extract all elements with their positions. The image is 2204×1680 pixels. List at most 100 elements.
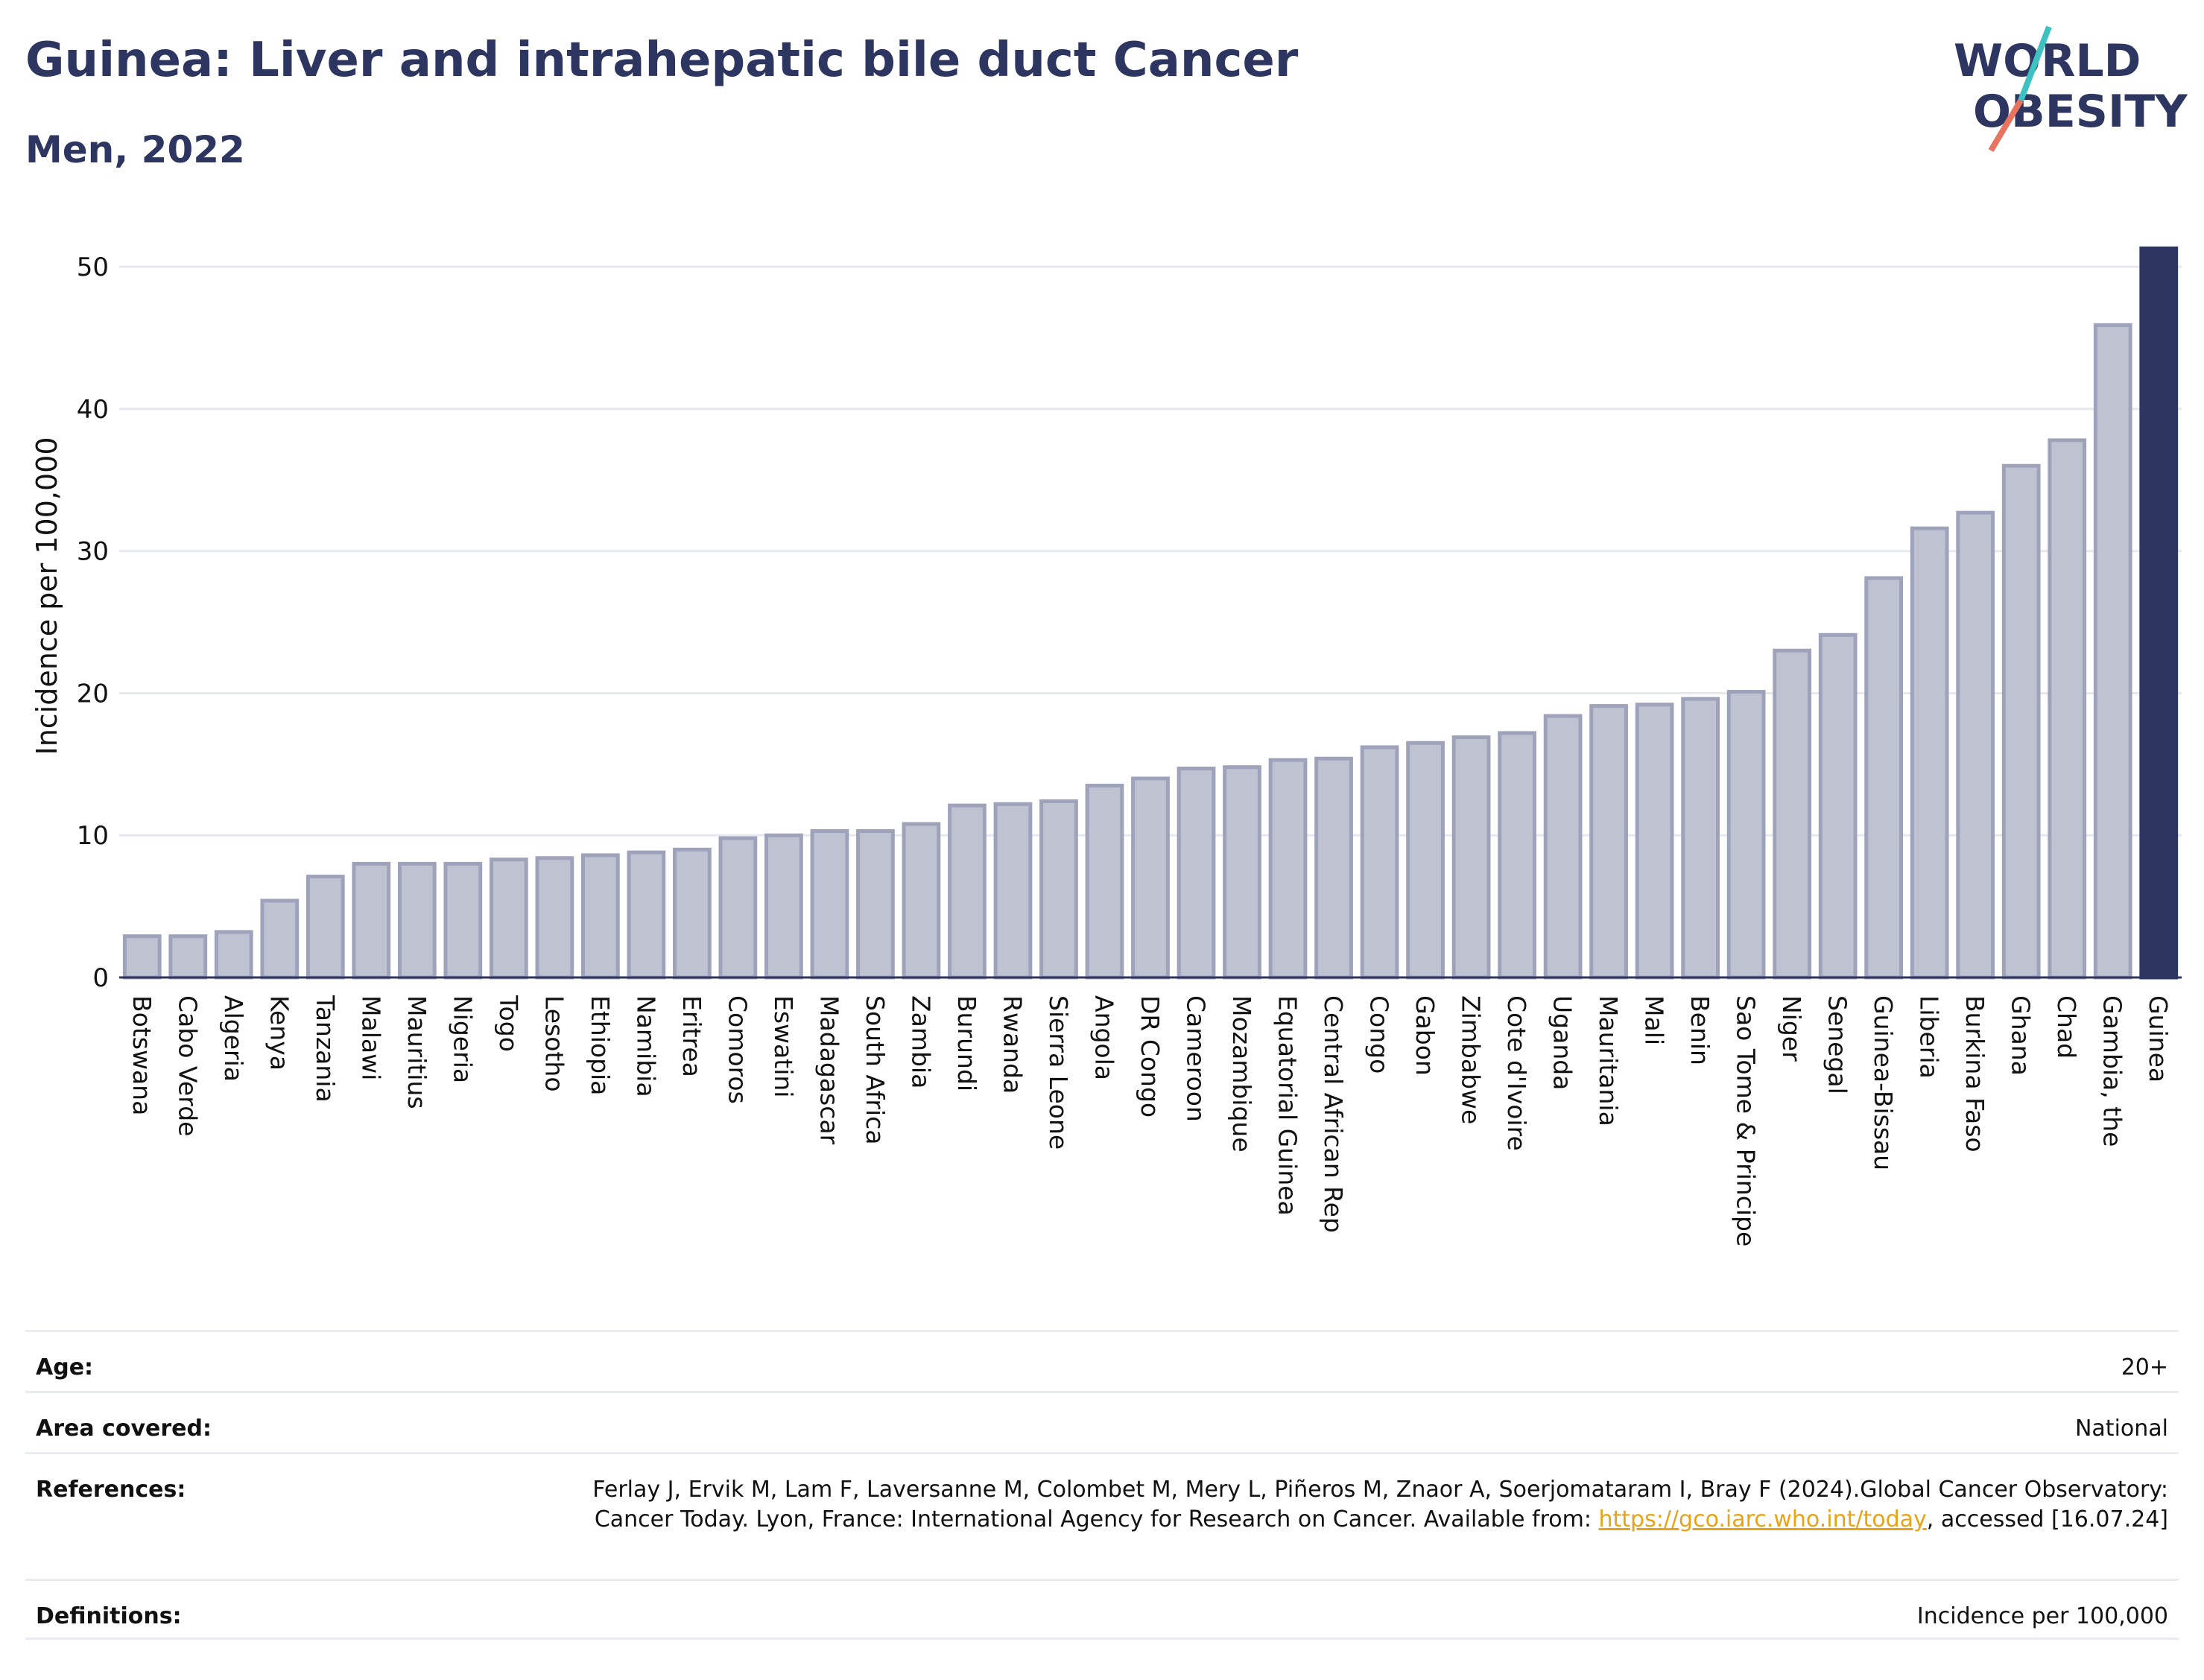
logo-line2: OBESITY (1973, 86, 2188, 138)
x-tick-label: Mauritius (402, 995, 431, 1109)
x-tick-label: Ethiopia (586, 995, 615, 1095)
bar (168, 934, 208, 980)
bar (627, 850, 666, 980)
references-accessed: , accessed [16.07.24] (1926, 1506, 2168, 1532)
bar (1314, 756, 1353, 980)
bar (764, 833, 803, 980)
y-tick-label: 50 (77, 253, 109, 282)
bar (214, 930, 253, 980)
x-tick-label: Lesotho (539, 995, 569, 1092)
x-tick-label: Cote d'Ivoire (1502, 995, 1531, 1151)
references-link[interactable]: https://gco.iarc.who.int/today (1598, 1506, 1927, 1532)
bar (718, 836, 758, 980)
references-value: Ferlay J, Ervik M, Lam F, Laversanne M, … (36, 1475, 2168, 1535)
bar (1818, 633, 1858, 980)
x-tick-label: Comoros (723, 995, 752, 1104)
x-tick-label: Guinea-Bissau (1869, 995, 1898, 1170)
bar (580, 853, 620, 980)
bar (1773, 648, 1812, 980)
x-axis-labels: Botswana Cabo Verde Algeria Kenya Tanzania Ma… (127, 995, 2173, 1246)
bar (1681, 697, 1720, 980)
bar (397, 861, 437, 980)
x-tick-label: Mozambique (1227, 995, 1256, 1153)
age-value: 20+ (2121, 1354, 2168, 1381)
x-tick-label: Kenya (265, 995, 294, 1071)
x-tick-label: Central African Rep (1319, 995, 1348, 1233)
x-tick-label: Eswatini (769, 995, 798, 1097)
y-tick-label: 10 (77, 821, 109, 851)
x-tick-label: Namibia (631, 995, 660, 1097)
bar (1956, 510, 1995, 980)
x-tick-label: Chad (2052, 995, 2081, 1059)
x-tick-label: Togo (494, 995, 523, 1052)
bar (1406, 741, 1445, 980)
x-tick-label: Malawi (356, 995, 385, 1080)
bar (1498, 731, 1536, 980)
bar (1131, 776, 1170, 980)
bar (810, 829, 849, 980)
bar (993, 802, 1033, 980)
bar (1635, 703, 1674, 980)
x-tick-label: Zambia (906, 995, 935, 1088)
bar (122, 934, 162, 980)
y-tick-label: 20 (77, 679, 109, 709)
x-tick-label: Benin (1685, 995, 1714, 1065)
definitions-label: Definitions: (36, 1603, 182, 1629)
bars (122, 246, 2179, 980)
x-tick-label: Cameroon (1182, 995, 1211, 1122)
area-label: Area covered: (36, 1416, 212, 1442)
bar (305, 875, 345, 980)
x-tick-label: Zimbabwe (1457, 995, 1486, 1124)
bar (535, 856, 574, 980)
x-tick-label: Angola (1089, 995, 1118, 1080)
y-axis-ticks: 0 10 20 30 40 50 (77, 253, 109, 993)
bar-highlight (2139, 246, 2179, 980)
bar (1268, 758, 1308, 980)
bar (260, 898, 300, 980)
x-tick-label: Sierra Leone (1044, 995, 1073, 1150)
x-tick-label: Senegal (1823, 995, 1852, 1094)
bar (352, 861, 391, 980)
y-axis-title: Incidence per 100,000 (31, 437, 63, 755)
x-tick-label: Uganda (1548, 995, 1577, 1090)
logo-line1: WORLD (1954, 35, 2141, 87)
bar (1039, 799, 1078, 980)
bar (443, 861, 483, 980)
x-tick-label: Sao Tome & Principe (1732, 995, 1761, 1246)
bar (1589, 704, 1628, 980)
definitions-value: Incidence per 100,000 (1916, 1603, 2168, 1629)
y-tick-label: 30 (77, 537, 109, 567)
bar (1360, 745, 1399, 980)
world-obesity-logo: WORLD OBESITY (1954, 25, 2188, 153)
x-tick-label: Burkina Faso (1960, 995, 1989, 1153)
bar (1864, 576, 1904, 980)
x-tick-label: Congo (1365, 995, 1394, 1074)
bar (2048, 438, 2087, 980)
bar (489, 858, 528, 980)
x-tick-label: Algeria (219, 995, 248, 1082)
bar (1726, 690, 1766, 980)
x-tick-label: Botswana (127, 995, 156, 1115)
x-tick-label: Madagascar (814, 995, 843, 1145)
logo-slash-bottom (1988, 98, 2024, 153)
x-tick-label: Tanzania (311, 995, 340, 1103)
age-label: Age: (36, 1354, 94, 1381)
bar (1177, 767, 1216, 980)
info-row-age: Age: 20+ (25, 1330, 2179, 1391)
x-tick-label: Mauritania (1594, 995, 1623, 1126)
x-tick-label: Rwanda (998, 995, 1027, 1094)
x-tick-label: Eritrea (677, 995, 706, 1077)
references-label: References: (36, 1477, 186, 1503)
bar (1451, 735, 1491, 980)
info-row-definitions: Definitions: Incidence per 100,000 (25, 1579, 2179, 1640)
bar (1223, 765, 1261, 980)
bar-chart: 0 10 20 30 40 50 Botswana Cabo Verde Algeria Ken… (31, 246, 2182, 1246)
bar (2093, 323, 2132, 980)
x-tick-label: South Africa (861, 995, 890, 1145)
x-tick-label: Burundi (952, 995, 981, 1091)
x-tick-label: Gambia, the (2098, 995, 2127, 1147)
bar (948, 803, 987, 980)
bar (1910, 526, 1949, 980)
references-text: Ferlay J, Ervik M, Lam F, Laversanne M, … (592, 1477, 2168, 1532)
x-tick-label: Niger (1777, 995, 1806, 1062)
